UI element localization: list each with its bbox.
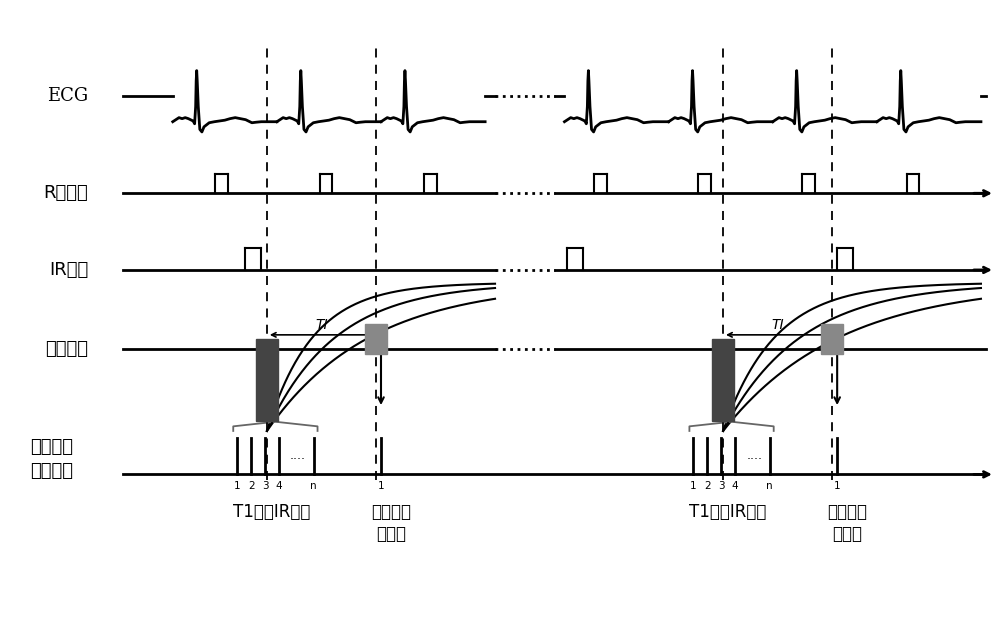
Text: TI: TI — [315, 318, 328, 333]
Text: 1: 1 — [234, 480, 241, 490]
Text: R波触发: R波触发 — [44, 184, 88, 203]
Text: ....: .... — [746, 450, 762, 462]
Text: 1: 1 — [834, 480, 840, 490]
Text: ECG: ECG — [47, 87, 88, 105]
Text: 2: 2 — [248, 480, 254, 490]
Text: 4: 4 — [276, 480, 282, 490]
Text: T1加权IR数据: T1加权IR数据 — [233, 503, 311, 520]
Bar — [712, 339, 734, 420]
Text: TI: TI — [771, 318, 784, 333]
Text: 3: 3 — [262, 480, 268, 490]
Text: 2: 2 — [704, 480, 711, 490]
Text: 4: 4 — [732, 480, 738, 490]
Text: 1: 1 — [690, 480, 697, 490]
Text: 磁化强度: 磁化强度 — [45, 340, 88, 358]
Text: T1加权IR数据: T1加权IR数据 — [689, 503, 767, 520]
Text: 低翻转角
分段获取: 低翻转角 分段获取 — [31, 438, 74, 480]
Text: 第一层参
考数据: 第一层参 考数据 — [371, 503, 411, 543]
Bar — [256, 339, 278, 420]
Text: ....: .... — [290, 450, 306, 462]
Text: n: n — [310, 480, 317, 490]
Text: 3: 3 — [718, 480, 724, 490]
Text: 第二层参
考数据: 第二层参 考数据 — [827, 503, 867, 543]
Text: 1: 1 — [378, 480, 384, 490]
Text: IR脉冲: IR脉冲 — [49, 261, 88, 279]
Bar — [365, 324, 387, 354]
Text: n: n — [766, 480, 773, 490]
Bar — [821, 324, 843, 354]
